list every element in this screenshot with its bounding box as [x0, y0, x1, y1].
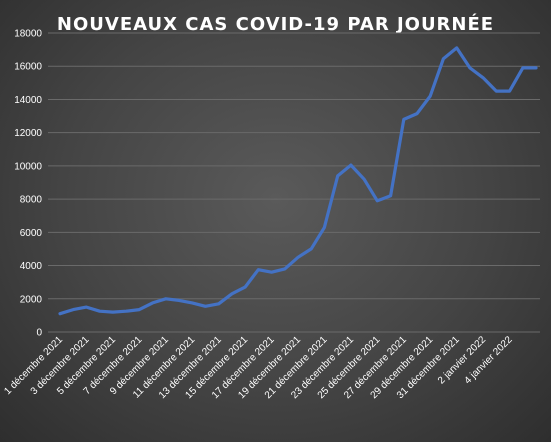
y-tick-label: 14000 [14, 95, 42, 106]
data-point [376, 199, 379, 202]
data-point [521, 66, 524, 70]
y-tick-label: 6000 [20, 228, 43, 239]
data-point [217, 302, 220, 305]
data-point [98, 310, 101, 313]
series-line [58, 46, 538, 316]
y-tick-label: 0 [36, 328, 42, 339]
data-point [495, 89, 498, 93]
data-point [72, 308, 75, 311]
data-point [191, 301, 194, 305]
y-tick-label: 4000 [20, 261, 43, 272]
data-point [230, 292, 234, 295]
data-point [415, 112, 419, 115]
chart-title: NOUVEAUX CAS COVID-19 PAR JOURNÉE [56, 14, 495, 35]
y-axis: 0 2000 4000 6000 8000 10000 12000 14000 16000 180… [14, 29, 42, 339]
data-point [429, 94, 432, 98]
data-point [508, 89, 511, 93]
data-point [336, 174, 339, 178]
data-point [151, 301, 154, 305]
y-tick-label: 16000 [14, 62, 42, 73]
y-tick-label: 18000 [14, 29, 42, 40]
x-tick-label: 4 janvier 2022 [462, 334, 515, 387]
data-point [257, 268, 260, 271]
series-layer [58, 46, 538, 316]
y-tick-label: 10000 [14, 161, 42, 172]
data-point [481, 76, 485, 80]
data-point [468, 66, 472, 70]
data-point [534, 66, 538, 70]
data-point [243, 285, 247, 289]
data-point [177, 299, 181, 302]
data-point [323, 226, 326, 229]
y-tick-label: 12000 [14, 128, 42, 139]
data-point [296, 256, 300, 259]
data-point [283, 267, 286, 271]
data-point [204, 305, 207, 308]
y-tick-label: 8000 [20, 195, 43, 206]
data-point [138, 308, 141, 311]
data-point [442, 57, 445, 60]
data-point [58, 312, 62, 315]
data-point [402, 118, 405, 121]
data-point [164, 297, 167, 300]
data-point [270, 271, 273, 274]
data-point [349, 163, 353, 167]
gridlines [48, 32, 540, 333]
data-point [124, 310, 128, 313]
data-point [85, 305, 88, 309]
data-point [389, 194, 392, 197]
data-point [455, 46, 458, 50]
data-point [310, 247, 313, 251]
data-point [362, 177, 366, 181]
y-tick-label: 2000 [20, 294, 43, 305]
data-point [111, 310, 115, 314]
